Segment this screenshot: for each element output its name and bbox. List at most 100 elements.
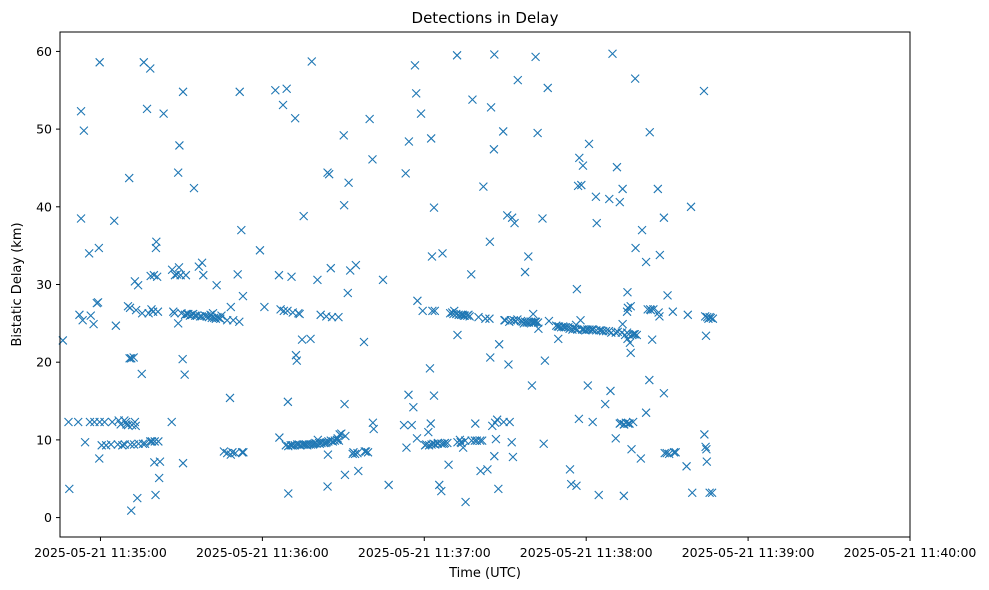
data-point xyxy=(359,337,369,347)
data-point xyxy=(627,444,636,454)
data-point xyxy=(423,427,433,437)
data-point xyxy=(663,290,672,300)
data-point xyxy=(572,481,581,491)
data-point xyxy=(584,139,594,149)
data-point xyxy=(353,448,362,458)
data-point xyxy=(326,263,336,273)
data-point xyxy=(292,356,302,366)
y-axis: 0 10 20 30 40 50 60 xyxy=(36,44,60,525)
x-tick-label: 2025-05-21 11:39:00 xyxy=(682,545,815,560)
data-point xyxy=(336,429,346,439)
data-point xyxy=(408,402,418,412)
data-point xyxy=(181,270,191,280)
data-point xyxy=(270,85,280,95)
data-point xyxy=(76,214,86,223)
data-point xyxy=(453,330,462,340)
data-point xyxy=(124,173,134,183)
data-point xyxy=(483,465,492,474)
data-point xyxy=(425,364,435,373)
data-point xyxy=(133,280,143,290)
data-point xyxy=(283,306,292,316)
data-point xyxy=(233,270,243,279)
data-point xyxy=(340,470,350,480)
data-point xyxy=(107,417,117,427)
data-point xyxy=(576,180,586,190)
y-axis-label: Bistatic Delay (km) xyxy=(10,222,25,346)
data-point xyxy=(533,128,543,138)
data-point xyxy=(283,489,293,498)
data-point xyxy=(636,454,646,463)
data-point xyxy=(528,309,538,319)
data-point xyxy=(458,443,468,453)
data-point xyxy=(608,49,617,59)
data-point xyxy=(632,330,642,340)
data-point xyxy=(539,439,549,449)
data-point xyxy=(683,310,693,320)
data-point xyxy=(412,433,422,443)
data-point xyxy=(410,61,420,70)
data-point xyxy=(343,288,353,298)
data-point xyxy=(530,317,540,327)
y-tick-label: 10 xyxy=(36,432,52,447)
data-point xyxy=(300,440,309,449)
data-point xyxy=(682,461,691,471)
data-point xyxy=(507,213,517,223)
data-point xyxy=(534,324,543,334)
data-point xyxy=(559,322,569,332)
data-point xyxy=(543,83,553,93)
data-point xyxy=(89,319,98,329)
data-point xyxy=(601,326,611,336)
data-point xyxy=(440,438,450,448)
data-point xyxy=(646,305,656,315)
data-point xyxy=(470,419,480,428)
data-point xyxy=(429,391,439,400)
data-point xyxy=(365,114,375,124)
x-tick-label: 2025-05-21 11:37:00 xyxy=(358,545,491,560)
data-point xyxy=(344,178,353,188)
data-point xyxy=(427,306,437,316)
data-point xyxy=(583,381,593,390)
data-point xyxy=(630,329,640,339)
data-point xyxy=(426,134,436,143)
data-point xyxy=(476,466,485,476)
data-point xyxy=(126,506,136,515)
data-point xyxy=(137,308,147,318)
data-point xyxy=(655,250,665,260)
data-point xyxy=(553,334,563,344)
data-point xyxy=(155,457,165,467)
data-point xyxy=(174,263,184,272)
data-point xyxy=(339,200,349,210)
data-point xyxy=(225,393,235,403)
data-point xyxy=(306,334,315,344)
data-point xyxy=(612,162,622,172)
data-point xyxy=(384,480,394,490)
data-point xyxy=(623,287,632,297)
data-point xyxy=(350,449,360,459)
data-point xyxy=(235,87,245,97)
data-point xyxy=(485,237,495,247)
data-point xyxy=(623,303,633,313)
data-point xyxy=(323,450,333,460)
data-point xyxy=(576,315,585,325)
data-point xyxy=(701,442,710,452)
data-point xyxy=(659,213,669,223)
data-point xyxy=(438,249,447,258)
data-point xyxy=(279,306,289,316)
data-point xyxy=(416,109,426,118)
data-point xyxy=(274,433,284,442)
data-point xyxy=(313,275,322,285)
data-point xyxy=(671,447,681,457)
data-point xyxy=(662,448,672,458)
data-point xyxy=(142,104,152,114)
data-point xyxy=(566,479,576,489)
data-point xyxy=(402,443,411,453)
data-point xyxy=(508,452,518,462)
data-point xyxy=(274,270,284,280)
data-point xyxy=(475,436,485,446)
data-point xyxy=(531,317,541,327)
data-point xyxy=(137,369,147,379)
data-point xyxy=(466,270,476,279)
data-point xyxy=(295,309,305,319)
data-point xyxy=(611,433,621,443)
